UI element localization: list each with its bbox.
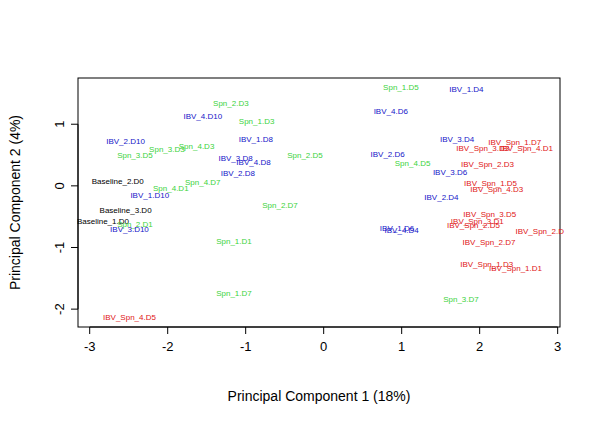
x-axis-title: Principal Component 1 (18%)	[228, 388, 411, 404]
y-tick-label: 0	[52, 182, 67, 189]
point-label: Baseline_3.D0	[100, 206, 153, 215]
point-label: IBV_1.D8	[239, 135, 274, 144]
y-tick	[71, 124, 78, 125]
point-label: IBV_3.D6	[433, 168, 468, 177]
point-label: Spn_4.D5	[395, 159, 431, 168]
y-axis-title: Principal Component 2 (4%)	[7, 115, 23, 290]
y-tick-label: -2	[52, 303, 67, 315]
point-label: Spn_1.D1	[216, 237, 252, 246]
x-tick-label: 3	[554, 339, 561, 354]
point-label: Spn_1.D7	[216, 289, 252, 298]
point-label: Spn_1.D5	[383, 83, 419, 92]
points: Spn_1.D5 IBV_1.D4 Spn_2.D3 IBV_4.D10 Spn_1.D…	[77, 83, 564, 322]
x-tick	[167, 327, 168, 334]
point-label: IBV_2.D10	[106, 137, 145, 146]
point-label: IBV_Spn_2.D	[515, 227, 564, 236]
point-label: IBV_3.D4	[440, 135, 475, 144]
x-tick	[479, 327, 480, 334]
point-label: IBV_3.D10	[110, 225, 149, 234]
point-label: IBV_Spn_4.D1	[500, 144, 553, 153]
point-label: IBV_4.D10	[183, 112, 222, 121]
point-label: Spn_3.D5	[117, 151, 153, 160]
x-tick-label: 0	[320, 339, 327, 354]
x-tick-label: -2	[162, 339, 174, 354]
x-tick-label: -3	[84, 339, 96, 354]
y-tick	[71, 309, 78, 310]
point-label: IBV_4.D4	[385, 226, 420, 235]
x-tick	[323, 327, 324, 334]
x-tick-label: 1	[398, 339, 405, 354]
point-label: Spn_1.D3	[239, 117, 275, 126]
point-label: Spn_2.D3	[213, 99, 249, 108]
x-tick	[89, 327, 90, 334]
point-label: IBV_Spn_2.D5	[447, 221, 500, 230]
point-label: Spn_2.D5	[287, 151, 323, 160]
point-label: IBV_4.D8	[236, 158, 271, 167]
x-tick-label: 2	[476, 339, 483, 354]
point-label: Spn_4.D7	[185, 178, 221, 187]
y-tick	[71, 185, 78, 186]
point-label: IBV_Spn_1.D1	[489, 264, 542, 273]
point-label: IBV_Spn_2.D3	[461, 160, 514, 169]
y-tick-label: 1	[52, 121, 67, 128]
point-label: Spn_3.D7	[443, 295, 479, 304]
x-tick	[401, 327, 402, 334]
point-label: IBV_2.D8	[221, 169, 256, 178]
x-tick-label: -1	[240, 339, 252, 354]
point-label: IBV_Spn_4.D3	[470, 185, 523, 194]
x-tick	[245, 327, 246, 334]
point-label: IBV_Spn_4.D5	[103, 313, 156, 322]
x-tick	[557, 327, 558, 334]
y-tick	[71, 247, 78, 248]
point-label: Spn_2.D7	[262, 201, 298, 210]
y-tick-label: -1	[52, 242, 67, 254]
point-label: IBV_1.D10	[130, 191, 169, 200]
plot-frame	[78, 78, 560, 327]
chart: -3 -2 -1 0 1 2 3 -2 -1 0 1 Principal Component 1 (1…	[0, 0, 602, 425]
point-label: IBV_Spn_2.D7	[463, 238, 516, 247]
point-label: Spn_3.D3	[149, 145, 185, 154]
point-label: Baseline_2.D0	[92, 177, 145, 186]
point-label: IBV_1.D4	[449, 85, 484, 94]
point-label: IBV_4.D6	[374, 107, 409, 116]
point-label: IBV_2.D4	[424, 193, 459, 202]
